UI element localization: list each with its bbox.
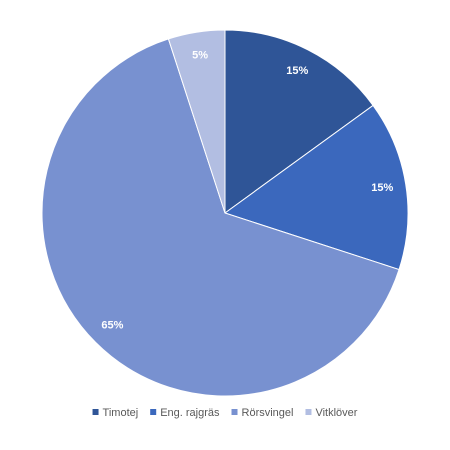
pie-slice (41, 38, 400, 397)
data-label: 15% (371, 182, 393, 194)
legend-marker (305, 409, 312, 415)
data-label: 15% (286, 65, 308, 77)
pie-slice (223, 104, 409, 271)
data-label: 65% (101, 319, 123, 331)
legend: Timotej Eng. rajgräs Rörsvingel Vitklöver (92, 407, 358, 419)
data-label: 5% (192, 50, 208, 62)
legend-label: Vitklöver (315, 407, 357, 419)
legend-marker (231, 409, 238, 415)
pie-slice (167, 29, 226, 214)
legend-label: Timotej (103, 407, 139, 419)
legend-label: Rörsvingel (242, 407, 294, 419)
pie-slice (224, 29, 374, 214)
legend-marker (92, 409, 99, 415)
legend-marker (150, 409, 157, 415)
legend-label: Eng. rajgräs (160, 407, 220, 419)
